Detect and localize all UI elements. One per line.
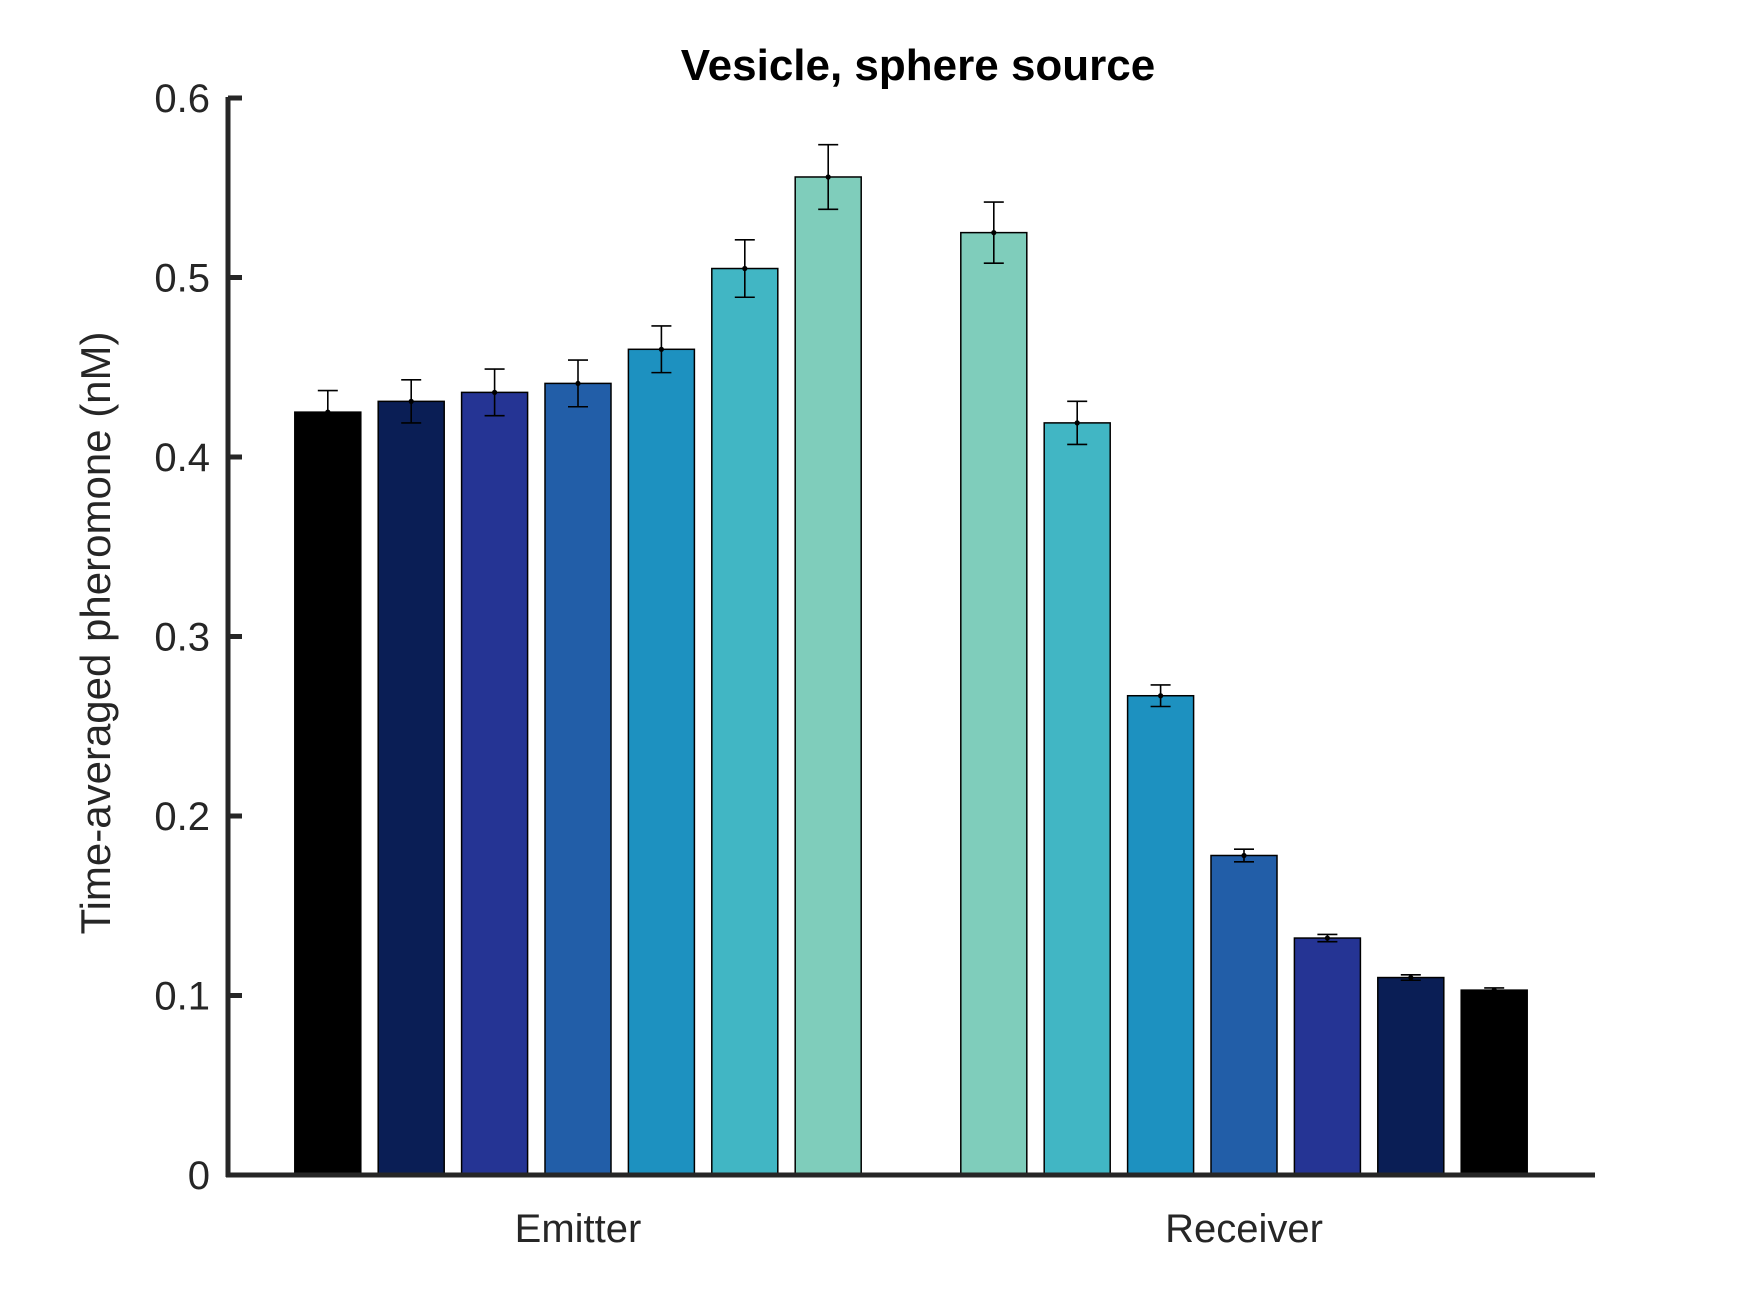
y-tick-label: 0.2 [154,795,210,839]
error-bar-emitter-4 [568,359,588,408]
x-category-label-receiver: Receiver [1165,1207,1323,1251]
y-axis-label: Time-averaged pheromone (nM) [72,331,119,934]
bar-receiver-3 [1126,694,1195,1176]
chart-title: Vesicle, sphere source [681,41,1156,90]
bar-receiver-1 [960,231,1028,1176]
bar-emitter-1 [294,411,362,1176]
y-tick-label: 0.3 [154,616,210,660]
error-bars-layer [317,143,1505,994]
error-bar-receiver-7 [1484,987,1505,994]
error-bar-receiver-5 [1317,933,1338,943]
error-bar-emitter-2 [401,379,422,424]
error-bar-receiver-4 [1234,848,1254,863]
y-tick-label: 0.4 [154,436,210,480]
error-bar-emitter-3 [484,368,505,417]
bar-receiver-2 [1043,422,1111,1176]
error-bar-emitter-1 [317,389,338,435]
error-bar-receiver-2 [1067,400,1088,446]
error-bar-emitter-6 [734,239,755,299]
y-tick-label: 0.1 [154,975,210,1019]
y-ticks-layer: 0 0.1 0.2 0.3 0.4 0.5 0.6 [154,77,242,1198]
bars-layer [294,176,1528,1176]
bar-emitter-3 [460,391,529,1176]
error-bar-receiver-1 [983,201,1004,264]
x-category-labels: Emitter Receiver [515,1207,1323,1251]
y-tick-label: 0.5 [154,257,210,301]
bar-emitter-4 [544,382,612,1176]
y-tick-label: 0 [188,1154,210,1198]
bar-emitter-5 [627,348,696,1176]
bar-receiver-6 [1377,976,1445,1176]
error-bar-receiver-6 [1400,974,1421,982]
error-bar-receiver-3 [1150,684,1171,708]
bar-emitter-2 [377,400,445,1176]
bar-receiver-7 [1460,989,1528,1176]
bar-emitter-6 [711,267,779,1176]
error-bar-emitter-5 [651,325,672,374]
bar-receiver-4 [1210,854,1278,1176]
error-bar-emitter-7 [818,143,839,211]
x-category-label-emitter: Emitter [515,1207,642,1251]
bar-receiver-5 [1293,937,1362,1176]
y-tick-label: 0.6 [154,77,210,121]
bar-emitter-7 [794,176,862,1176]
